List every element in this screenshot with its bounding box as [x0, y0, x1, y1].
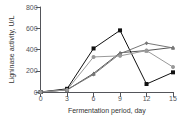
- svg-text:0: 0: [39, 95, 43, 102]
- svg-text:15: 15: [169, 95, 177, 102]
- svg-text:400: 400: [26, 46, 38, 53]
- svg-text:0: 0: [34, 89, 38, 96]
- svg-text:12: 12: [143, 95, 151, 102]
- svg-text:Fermentation period, day: Fermentation period, day: [68, 107, 146, 115]
- svg-text:200: 200: [26, 67, 38, 74]
- svg-text:9: 9: [118, 95, 122, 102]
- svg-text:600: 600: [26, 25, 38, 32]
- svg-text:6: 6: [92, 95, 96, 102]
- svg-text:Ligninase activity, U/L: Ligninase activity, U/L: [8, 16, 16, 84]
- svg-text:800: 800: [26, 4, 38, 11]
- svg-text:3: 3: [65, 95, 69, 102]
